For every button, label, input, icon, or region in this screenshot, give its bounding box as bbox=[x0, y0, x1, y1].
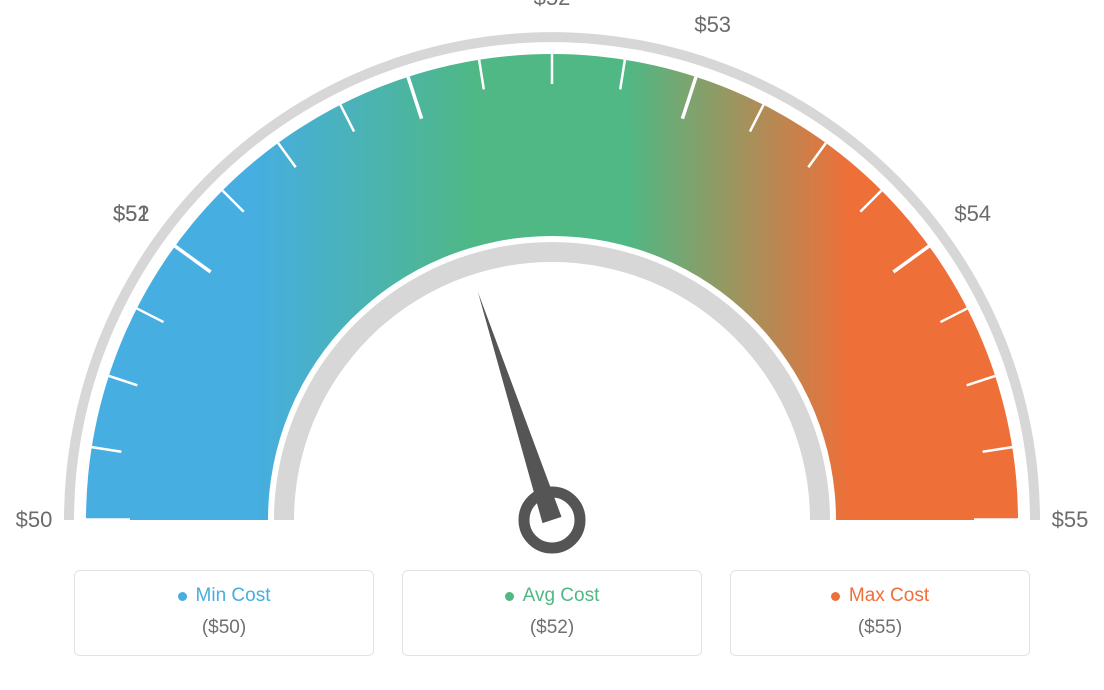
gauge-tick-label: $55 bbox=[1052, 507, 1089, 533]
dot-min bbox=[178, 592, 187, 601]
legend-value-max: ($55) bbox=[751, 617, 1009, 639]
gauge-chart: $50$51$52$52$53$54$55 bbox=[0, 0, 1104, 560]
gauge-tick-label: $53 bbox=[694, 12, 731, 38]
gauge-tick-label: $52 bbox=[113, 201, 150, 227]
legend-label-avg: Avg Cost bbox=[523, 585, 600, 607]
legend-card-min: Min Cost ($50) bbox=[74, 570, 374, 656]
legend-value-avg: ($52) bbox=[423, 617, 681, 639]
legend-value-min: ($50) bbox=[95, 617, 353, 639]
gauge-tick-label: $54 bbox=[954, 201, 991, 227]
gauge-tick-label: $50 bbox=[16, 507, 53, 533]
dot-avg bbox=[505, 592, 514, 601]
legend-row: Min Cost ($50) Avg Cost ($52) Max Cost (… bbox=[0, 570, 1104, 656]
legend-title-max: Max Cost bbox=[831, 585, 929, 607]
legend-card-avg: Avg Cost ($52) bbox=[402, 570, 702, 656]
legend-title-avg: Avg Cost bbox=[505, 585, 600, 607]
gauge-tick-label: $52 bbox=[534, 0, 571, 11]
dot-max bbox=[831, 592, 840, 601]
legend-label-min: Min Cost bbox=[196, 585, 271, 607]
legend-title-min: Min Cost bbox=[178, 585, 271, 607]
legend-label-max: Max Cost bbox=[849, 585, 929, 607]
legend-card-max: Max Cost ($55) bbox=[730, 570, 1030, 656]
gauge-svg bbox=[0, 0, 1104, 560]
